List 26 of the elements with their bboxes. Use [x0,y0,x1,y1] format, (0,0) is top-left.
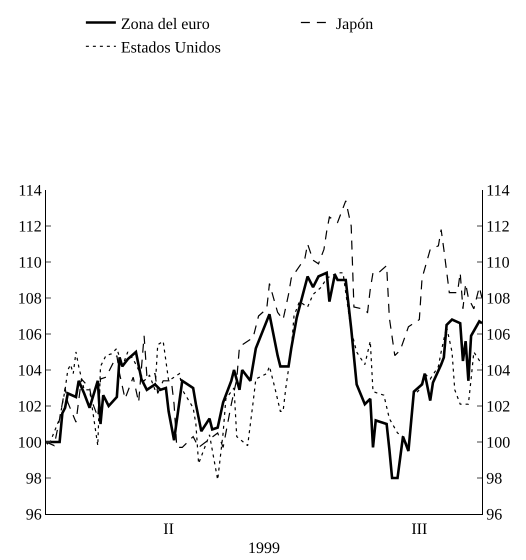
x-axis-title: 1999 [248,540,280,557]
legend-label: Japón [336,16,374,33]
y-tick-label: 106 [18,326,42,344]
y-tick-label: 102 [18,398,42,416]
y-tick-label: 110 [18,254,42,272]
y2-tick-label: 114 [486,182,510,200]
y-tick-label: 108 [18,290,42,308]
y-tick-label: 112 [18,218,42,236]
y2-tick-label: 106 [486,326,510,344]
y-tick-label: 114 [18,182,42,200]
y-tick-label: 104 [18,362,42,380]
y2-tick-label: 108 [486,290,510,308]
x-tick-label: II [163,521,174,538]
legend-label: Zona del euro [120,16,210,33]
legend-label: Estados Unidos [120,40,221,57]
y2-tick-label: 104 [486,362,510,380]
y2-tick-label: 110 [486,254,510,272]
y-tick-label: 100 [18,434,42,452]
y2-tick-label: 96 [486,506,502,524]
x-tick-label: III [411,521,428,538]
y2-tick-label: 98 [486,470,502,488]
y2-tick-label: 102 [486,398,510,416]
y-tick-label: 96 [26,506,42,524]
y2-tick-label: 112 [486,218,510,236]
y-tick-label: 98 [26,470,42,488]
y2-tick-label: 100 [486,434,510,452]
